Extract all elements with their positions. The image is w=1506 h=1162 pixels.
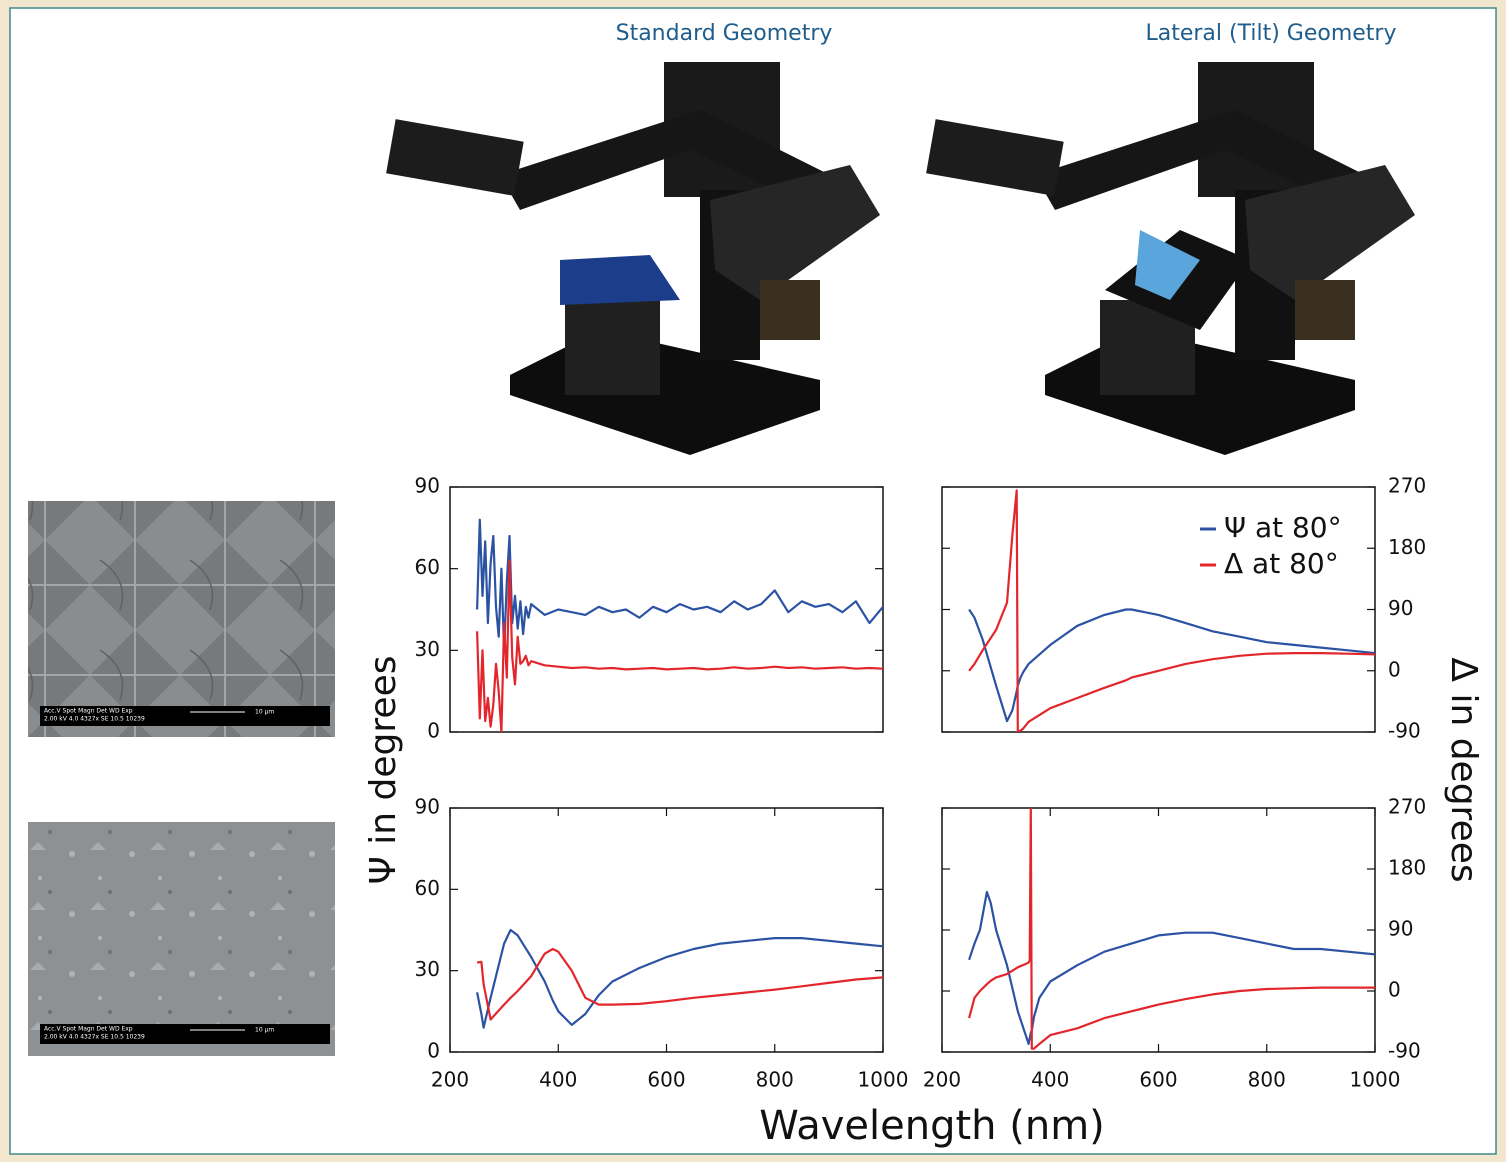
y2-tick-label: 270 <box>1388 474 1426 498</box>
data-line <box>476 928 883 1029</box>
y2-tick-label: 270 <box>1388 795 1426 819</box>
data-line <box>968 808 1375 1050</box>
x-tick-label: 1000 <box>1350 1068 1401 1092</box>
y-axis-title: Ψ in degrees <box>363 656 404 885</box>
instrument-photo <box>386 62 880 455</box>
data-line <box>476 559 883 732</box>
x-axis-title: Wavelength (nm) <box>759 1103 1105 1149</box>
data-line <box>476 518 883 652</box>
sem-scale: 10 µm <box>255 709 274 716</box>
legend-label: Δ at 80° <box>1224 547 1339 580</box>
y-tick-label: 90 <box>415 795 440 819</box>
x-tick-label: 400 <box>1031 1068 1069 1092</box>
column-title: Standard Geometry <box>616 21 833 46</box>
y-tick-label: 90 <box>415 474 440 498</box>
plot-area <box>476 928 883 1029</box>
x-tick-label: 400 <box>539 1068 577 1092</box>
data-line <box>968 890 1375 1046</box>
plot-frame <box>449 486 884 733</box>
data-line <box>968 608 1375 723</box>
plot-area <box>968 808 1375 1050</box>
y2-tick-label: 0 <box>1388 657 1401 681</box>
legend-label: Ψ at 80° <box>1224 511 1342 544</box>
y2-tick-label: 90 <box>1388 596 1413 620</box>
y-tick-label: 60 <box>415 555 440 579</box>
y2-axis-title: Δ in degrees <box>1443 657 1484 882</box>
column-title: Lateral (Tilt) Geometry <box>1145 21 1396 46</box>
y2-tick-label: -90 <box>1388 719 1421 743</box>
y-tick-label: 0 <box>427 719 440 743</box>
y2-tick-label: 90 <box>1388 917 1413 941</box>
sem-caption: 2.00 kV 4.0 4327x SE 10.5 10239 <box>44 716 145 723</box>
y-tick-label: 30 <box>415 637 440 661</box>
data-line <box>476 947 883 1021</box>
instrument-photo <box>926 62 1415 455</box>
plot-area <box>476 518 883 732</box>
sem-scale: 10 µm <box>255 1027 274 1034</box>
y-tick-label: 30 <box>415 957 440 981</box>
y2-tick-label: -90 <box>1388 1039 1421 1063</box>
x-tick-label: 600 <box>1139 1068 1177 1092</box>
x-tick-label: 600 <box>647 1068 685 1092</box>
sem-caption: Acc.V Spot Magn Det WD Exp <box>44 708 133 715</box>
x-tick-label: 800 <box>756 1068 794 1092</box>
y2-tick-label: 0 <box>1388 978 1401 1002</box>
sem-image: Acc.V Spot Magn Det WD Exp 2.00 kV 4.0 4… <box>28 822 335 1056</box>
y-tick-label: 60 <box>415 876 440 900</box>
x-tick-label: 200 <box>923 1068 961 1092</box>
sem-caption: 2.00 kV 4.0 4327x SE 10.5 10239 <box>44 1034 145 1041</box>
x-tick-label: 800 <box>1248 1068 1286 1092</box>
x-tick-label: 1000 <box>858 1068 909 1092</box>
y-tick-label: 0 <box>427 1039 440 1063</box>
x-tick-label: 200 <box>431 1068 469 1092</box>
plot-area <box>968 489 1375 732</box>
sem-image: Acc.V Spot Magn Det WD Exp 2.00 kV 4.0 4… <box>28 501 335 737</box>
y2-tick-label: 180 <box>1388 856 1426 880</box>
data-line <box>968 489 1375 732</box>
y2-tick-label: 180 <box>1388 535 1426 559</box>
sem-caption: Acc.V Spot Magn Det WD Exp <box>44 1026 133 1033</box>
